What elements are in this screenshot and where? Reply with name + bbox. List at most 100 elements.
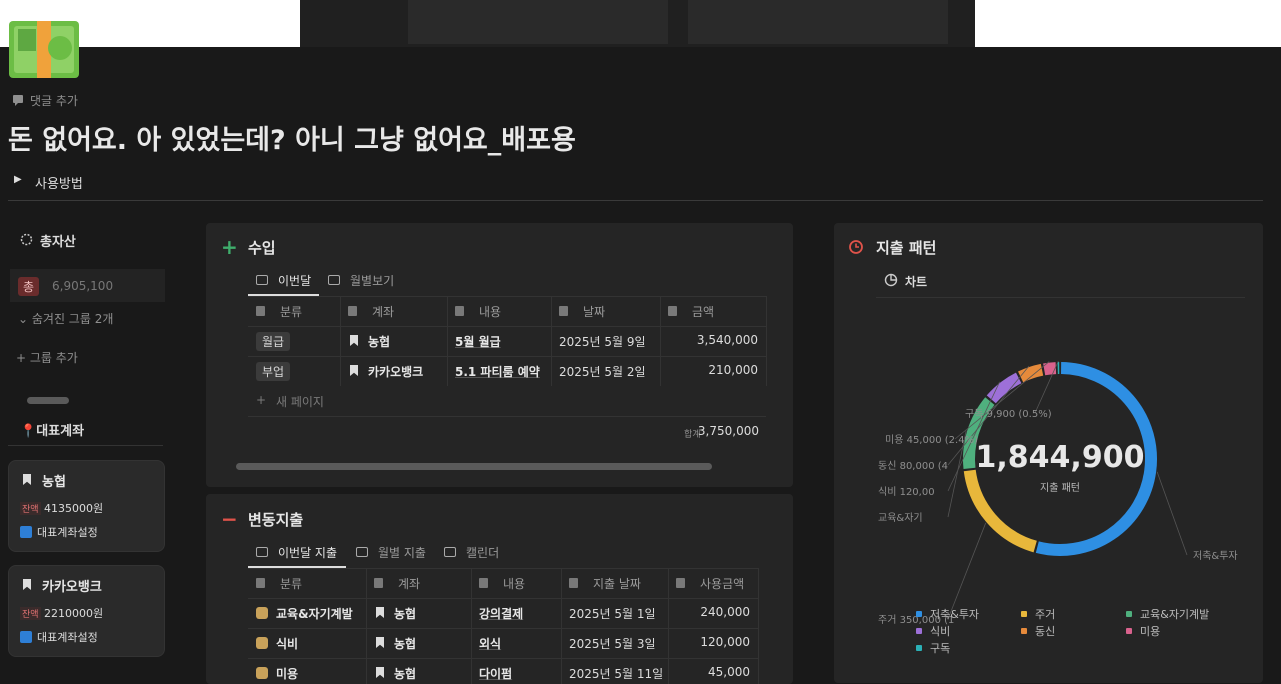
legend-label: 식비: [930, 625, 950, 638]
account: 농협: [394, 605, 416, 622]
column-divider: [340, 296, 341, 386]
description[interactable]: 5월 월급: [455, 333, 501, 350]
description[interactable]: 다이펌: [479, 665, 512, 682]
scrollbar[interactable]: [27, 397, 69, 404]
column-header[interactable]: 사용금액: [700, 575, 744, 592]
column-icon: [569, 578, 578, 588]
date: 2025년 5월 3일: [569, 635, 656, 652]
column-header[interactable]: 계좌: [398, 575, 420, 592]
column-header[interactable]: 내용: [479, 303, 501, 320]
description[interactable]: 강의결제: [479, 605, 523, 622]
slice-label: 동신 80,000 (4: [878, 460, 948, 472]
account: 농협: [394, 635, 416, 652]
amount: 120,000: [700, 635, 750, 649]
column-divider: [660, 296, 661, 386]
amount: 210,000: [708, 363, 758, 377]
clock-icon: [848, 239, 864, 255]
tab[interactable]: 캘린더: [466, 544, 499, 561]
bookmark-icon: [376, 667, 384, 678]
legend-swatch: [1021, 611, 1027, 617]
accounts-title[interactable]: 📍대표계좌: [20, 420, 84, 439]
panel-title: 수입: [248, 237, 276, 258]
legend-swatch: [1126, 611, 1132, 617]
slice-label: 식비 120,00: [878, 486, 935, 498]
tab[interactable]: 월별 지출: [378, 544, 426, 561]
checkbox[interactable]: [20, 631, 32, 643]
total-title[interactable]: 총자산: [40, 231, 76, 250]
column-icon: [676, 578, 685, 588]
column-icon: [455, 306, 464, 316]
column-header[interactable]: 분류: [280, 303, 302, 320]
panel-title: 변동지출: [248, 509, 303, 530]
total-amount: 6,905,100: [52, 279, 113, 293]
amount: 240,000: [700, 605, 750, 619]
chevron: ⌄: [18, 312, 32, 326]
add-group[interactable]: + 그룹 추가: [16, 349, 78, 366]
new-page[interactable]: +: [256, 393, 266, 407]
hidden-groups[interactable]: ⌄ 숨겨진 그룹 2개: [18, 310, 113, 327]
chart-panel-title: 지출 패턴: [876, 237, 936, 258]
account-name: 농협: [42, 471, 66, 490]
pin: 📍: [20, 424, 36, 439]
panel-icon: +: [221, 239, 238, 255]
column-header[interactable]: 내용: [503, 575, 525, 592]
chart-tab[interactable]: 차트: [905, 273, 927, 290]
legend-label: 미용: [1140, 625, 1160, 638]
h-scrollbar[interactable]: [236, 463, 712, 470]
slice-label: 미용 45,000 (2.4%): [885, 434, 978, 446]
date: 2025년 5월 11일: [569, 665, 663, 682]
checkbox[interactable]: [20, 526, 32, 538]
column-header[interactable]: 금액: [692, 303, 714, 320]
donut-slice: [1044, 368, 1056, 369]
column-header[interactable]: 계좌: [372, 303, 394, 320]
tab[interactable]: 월별보기: [350, 272, 394, 289]
column-header[interactable]: 지출 날짜: [593, 575, 641, 592]
add-comment[interactable]: 댓글 추가: [30, 92, 78, 109]
column-divider: [471, 568, 472, 684]
toggle-arrow[interactable]: ▶: [14, 174, 22, 185]
table-top-line: [248, 296, 766, 297]
description[interactable]: 외식: [479, 635, 501, 652]
preview-thumb: [688, 0, 948, 44]
legend-swatch: [916, 611, 922, 617]
column-divider: [447, 296, 448, 386]
page-title: 돈 없어요. 아 있었는데? 아니 그냥 없어요_배포용: [8, 118, 576, 157]
category-icon: [256, 667, 268, 679]
donut-slice: [970, 470, 1035, 546]
column-icon: [348, 306, 357, 316]
divider: [8, 445, 163, 446]
column-header[interactable]: 날짜: [583, 303, 605, 320]
slice-label: 저축&투자: [1193, 550, 1238, 562]
legend-swatch: [916, 628, 922, 634]
category-pill: 월급: [256, 332, 290, 351]
tab-icon: [328, 275, 340, 285]
toggle-text[interactable]: 사용방법: [35, 173, 83, 192]
bookmark-icon: [350, 335, 358, 346]
leader-line: [955, 362, 1049, 439]
tab[interactable]: 이번달: [278, 272, 311, 289]
balance: 4135000원: [44, 500, 103, 516]
table-top-line: [248, 568, 758, 569]
column-header[interactable]: 분류: [280, 575, 302, 592]
row-line: [248, 326, 766, 327]
row-line: [248, 356, 766, 357]
legend-label: 교육&자기계발: [1140, 608, 1209, 621]
bookmark-icon: [23, 474, 31, 485]
balance: 2210000원: [44, 605, 103, 621]
column-icon: [668, 306, 677, 316]
balance-badge: 잔액: [20, 607, 41, 620]
hidden-groups-text: 숨겨진 그룹 2개: [32, 312, 114, 326]
new-page-text[interactable]: 새 페이지: [276, 393, 324, 410]
tab-icon: [356, 547, 368, 557]
account: 농협: [394, 665, 416, 682]
page-icon: [8, 20, 80, 80]
checkbox-label: 대표계좌설정: [37, 629, 98, 645]
description[interactable]: 5.1 파티룸 예약: [455, 363, 540, 380]
tab[interactable]: 이번달 지출: [278, 544, 337, 561]
